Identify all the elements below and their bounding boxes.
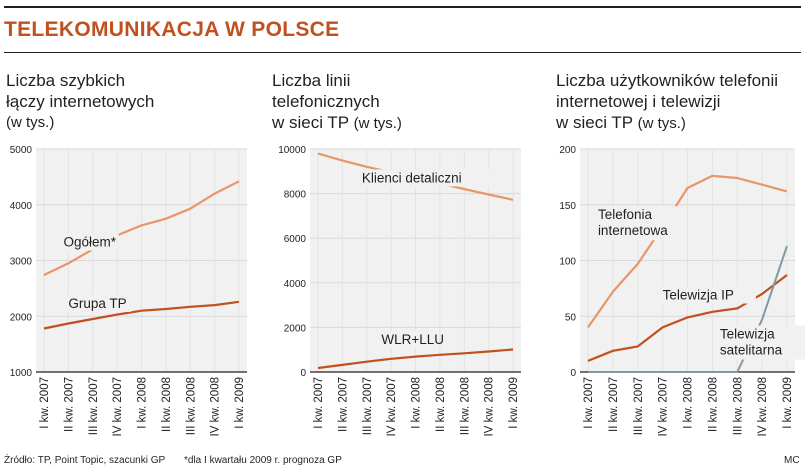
x-tick-label: III kw. 2008 [459,377,471,435]
x-tick-label: IV kw. 2008 [757,377,769,436]
panel-3-title-line3: w sieci TP [556,113,633,132]
x-tick-label: I kw. 2007 [583,377,595,429]
series-label-bg [379,331,437,349]
y-tick-label: 2000 [10,312,33,323]
y-tick-label: 8000 [284,190,307,201]
y-tick-label: 50 [565,312,577,323]
series-label: Telewizja IP [663,288,734,303]
series-label-bg [359,169,501,187]
x-tick-label: IV kw. 2007 [658,377,670,436]
series-label: WLR+LLU [381,332,444,347]
y-tick-label: 5000 [10,145,33,156]
footer-source: Źródło: TP, Point Topic, szacunki GP [4,455,166,466]
series-line-2 [317,348,514,370]
y-tick-label: 6000 [284,234,307,245]
x-tick-label: IV kw. 2008 [484,377,496,436]
panel-2-unit: (w tys.) [353,115,402,132]
x-tick-label: I kw. 2008 [137,377,149,429]
footer-note: *dla I kwartału 2009 r. prognoza GP [184,455,342,466]
panel-2-title: Liczba linii telefonicznych w sieci TP (… [272,70,402,134]
x-tick-label: I kw. 2008 [683,377,695,429]
top-rule [4,6,801,8]
x-tick-label: I kw. 2007 [313,377,325,429]
x-tick-label: I kw. 2009 [782,377,794,429]
footer-author: MC [784,455,800,466]
x-tick-label: III kw. 2008 [732,377,744,435]
x-tick-label: IV kw. 2007 [386,377,398,436]
y-tick-label: 150 [559,201,576,212]
x-tick-label: I kw. 2008 [411,377,423,429]
y-tick-label: 0 [300,368,306,379]
x-tick-label: III kw. 2007 [362,377,374,435]
series-label-bg [66,294,132,312]
y-tick-label: 100 [559,257,576,268]
x-tick-label: II kw. 2007 [63,377,75,432]
series-label: Klienci detaliczni [362,170,462,185]
series-label-bg [61,233,119,251]
y-tick-label: 4000 [284,279,307,290]
x-tick-label: IV kw. 2008 [210,377,222,436]
series-label: Ogółem* [64,235,117,250]
y-tick-label: 0 [570,368,576,379]
x-tick-label: I kw. 2007 [39,377,51,429]
series-label-bg [660,286,756,304]
x-tick-label: I kw. 2009 [234,377,246,429]
series-label: Telewizja satelitarna [720,327,783,358]
series-label-bg [717,325,805,360]
series-line-2 [43,300,240,330]
main-title: TELEKOMUNIKACJA W POLSCE [4,18,340,41]
series-label: Telefonia internetowa [598,207,668,238]
y-tick-label: 3000 [10,257,33,268]
panel-2-title-line3: w sieci TP [272,113,349,132]
panel-1-title-line2: łączy internetowych [6,92,155,111]
x-tick-label: II kw. 2007 [608,377,620,432]
x-tick-label: III kw. 2007 [633,377,645,435]
x-tick-label: II kw. 2008 [161,377,173,432]
series-label-bg [595,206,684,241]
panel-2-title-line2: telefonicznych [272,92,380,111]
x-tick-label: II kw. 2007 [337,377,349,432]
panel-3-unit: (w tys.) [637,115,686,132]
x-tick-label: I kw. 2009 [508,377,520,429]
series-line-1 [587,174,788,329]
y-tick-label: 2000 [284,323,307,334]
series-label: Grupa TP [68,296,126,311]
panel-1-title-line1: Liczba szybkich [6,71,126,90]
x-tick-label: III kw. 2007 [88,377,100,435]
chart-panel-1: 1000 2000 3000 4000 5000 I kw. 2007 II kw. 200… [10,145,247,436]
panel-1-unit: (w tys.) [6,114,55,131]
panel-3-title-line2: internetowej i telewizji [556,92,721,111]
panel-2-title-line1: Liczba linii [272,71,351,90]
y-tick-label: 4000 [10,201,33,212]
panel-3-title: Liczba użytkowników telefonii internetow… [556,70,778,134]
x-tick-label: II kw. 2008 [435,377,447,432]
x-tick-label: II kw. 2008 [707,377,719,432]
y-tick-label: 1000 [10,368,33,379]
y-tick-label: 200 [559,145,576,156]
x-tick-label: III kw. 2008 [185,377,197,435]
panel-1-title: Liczba szybkich łączy internetowych (w t… [6,70,154,133]
chart-panel-2: 0 2000 4000 6000 8000 10000 I kw. 2007 II kw. 2… [278,145,521,436]
x-tick-label: IV kw. 2007 [112,377,124,436]
series-line-1 [43,180,240,276]
panel-3-title-line1: Liczba użytkowników telefonii [556,71,779,90]
y-tick-label: 10000 [278,145,306,156]
title-rule [4,52,801,53]
chart-panel-3: 0 50 100 150 200 I kw. 2007 II kw. 2007 III kw.… [559,145,805,436]
